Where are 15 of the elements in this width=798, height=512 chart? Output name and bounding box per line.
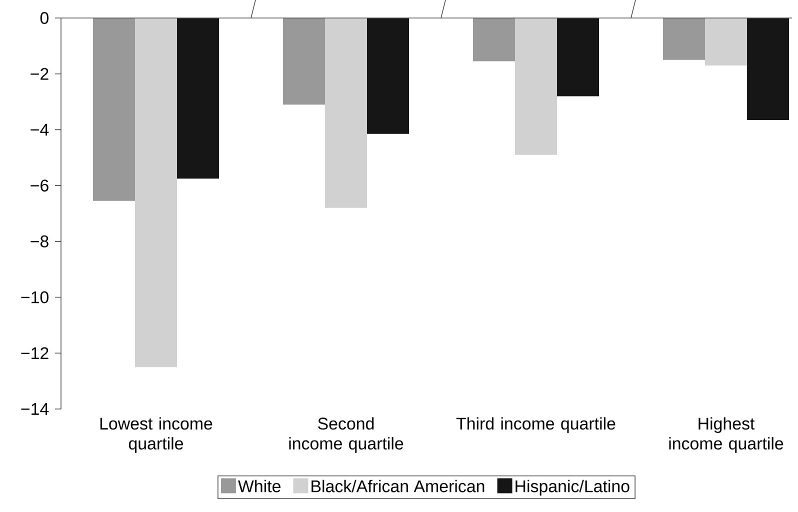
y-tick-label: −12 (21, 347, 48, 360)
y-tick-label: −2 (30, 68, 48, 80)
y-tick-label: −8 (30, 235, 48, 248)
y-tick-label: 0 (40, 12, 48, 24)
x-tick-label: Second income quartile (289, 417, 404, 453)
legend-label: Hispanic/Latino (516, 480, 630, 496)
x-tick-label: Lowest income quartile (100, 417, 212, 453)
y-tick-label: −6 (30, 180, 48, 192)
legend-label: Black/African American (312, 480, 484, 492)
legend-label: White (238, 480, 280, 492)
y-tick-label: −10 (21, 291, 48, 304)
y-tick-label: −14 (21, 403, 49, 415)
x-tick-label: Highest income quartile (669, 417, 784, 453)
y-tick-label: −4 (30, 124, 49, 136)
x-tick-label: Third income quartile (456, 417, 616, 433)
